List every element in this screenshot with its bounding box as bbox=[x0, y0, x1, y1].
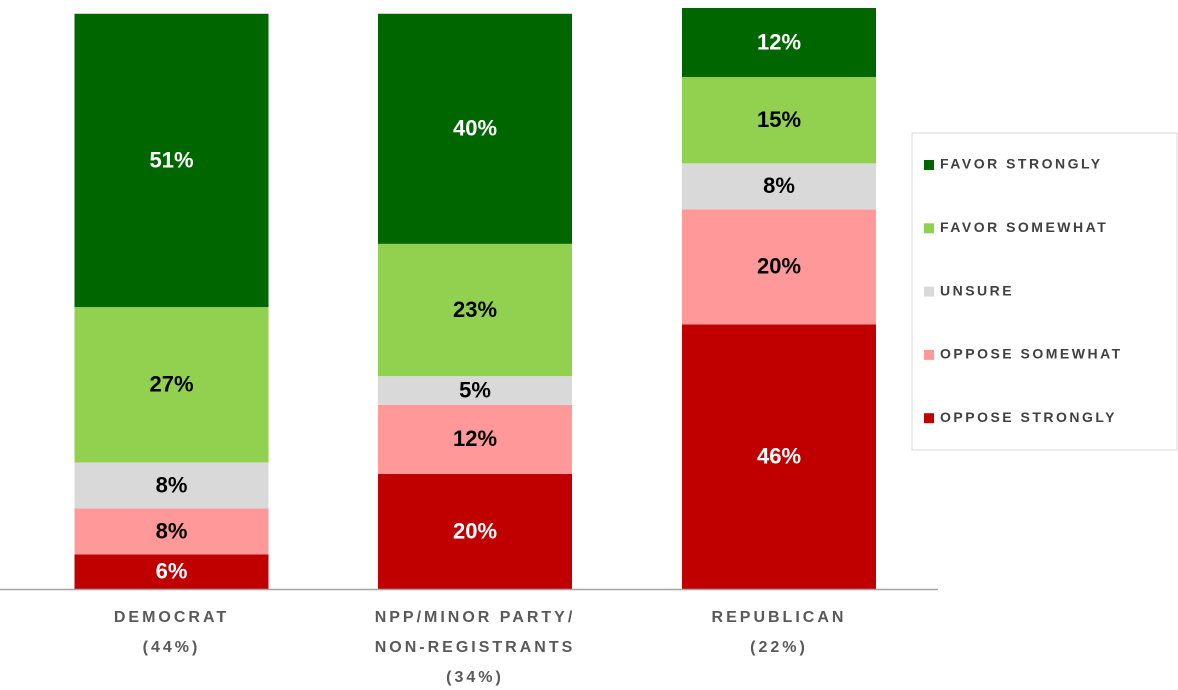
bar-segment bbox=[378, 376, 572, 405]
bar-segment bbox=[378, 13, 572, 244]
data-label: 20% bbox=[453, 518, 497, 543]
data-label: 15% bbox=[757, 107, 801, 132]
bar-segment bbox=[682, 209, 876, 325]
legend-swatch bbox=[924, 349, 934, 360]
legend-swatch bbox=[924, 286, 934, 297]
bar-segment bbox=[74, 508, 269, 555]
bar-segment bbox=[682, 77, 876, 164]
legend-swatch bbox=[924, 413, 934, 424]
data-label: 8% bbox=[156, 518, 188, 543]
bar-segment bbox=[682, 8, 876, 78]
x-tick-label: NON-REGISTRANTS bbox=[375, 639, 576, 656]
data-label: 51% bbox=[149, 147, 193, 172]
bar-segment bbox=[74, 462, 269, 509]
data-label: 27% bbox=[149, 372, 193, 397]
legend-label: FAVOR SOMEWHAT bbox=[940, 219, 1108, 235]
bar-segment bbox=[74, 554, 269, 589]
x-tick-label: (22%) bbox=[750, 639, 808, 656]
bar-segment bbox=[74, 307, 269, 463]
data-label: 23% bbox=[453, 297, 497, 322]
data-label: 46% bbox=[757, 444, 801, 469]
data-label: 12% bbox=[757, 29, 801, 54]
legend-box bbox=[911, 132, 1178, 451]
bar-segment bbox=[682, 324, 876, 589]
data-label: 8% bbox=[156, 472, 188, 497]
legend-label: UNSURE bbox=[940, 282, 1014, 298]
bar-segment bbox=[682, 163, 876, 210]
data-label: 20% bbox=[757, 254, 801, 279]
data-label: 5% bbox=[459, 377, 491, 402]
bar-segment bbox=[378, 243, 572, 377]
x-tick-label: NPP/MINOR PARTY/ bbox=[375, 609, 576, 626]
data-label: 12% bbox=[453, 426, 497, 451]
data-label: 6% bbox=[156, 559, 188, 584]
data-label: 8% bbox=[763, 173, 795, 198]
x-tick-label: DEMOCRAT bbox=[114, 609, 229, 626]
bar-segment bbox=[74, 13, 269, 308]
legend-label: OPPOSE STRONGLY bbox=[940, 409, 1117, 425]
legend-swatch bbox=[924, 160, 934, 170]
x-tick-label: REPUBLICAN bbox=[712, 609, 847, 626]
bar-segment bbox=[378, 473, 572, 589]
x-tick-label: (44%) bbox=[143, 639, 201, 656]
bar-segment bbox=[378, 404, 572, 474]
legend-label: FAVOR STRONGLY bbox=[940, 156, 1103, 172]
legend-label: OPPOSE SOMEWHAT bbox=[940, 346, 1123, 362]
legend-swatch bbox=[924, 223, 934, 234]
x-tick-label: (34%) bbox=[446, 669, 504, 686]
data-label: 40% bbox=[453, 116, 497, 141]
